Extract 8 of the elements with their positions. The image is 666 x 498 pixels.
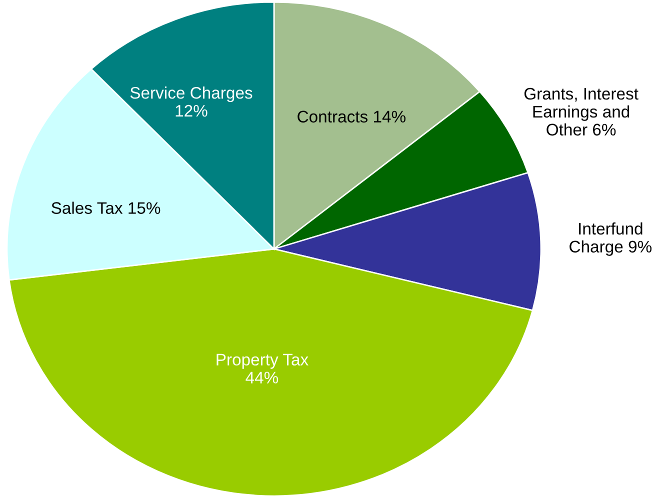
slice-label: Sales Tax 15%	[52, 202, 160, 214]
slice-label: Grants, Interest Earnings and Other 6%	[524, 88, 638, 136]
slice-label: Contracts 14%	[298, 110, 406, 123]
slice-label: Service Charges	[130, 86, 252, 102]
data-label: 44%	[246, 372, 278, 384]
slice-label: Property Tax	[216, 354, 308, 369]
data-label: 12%	[176, 104, 208, 117]
slice-label: Interfund Charge 9%	[570, 222, 652, 256]
